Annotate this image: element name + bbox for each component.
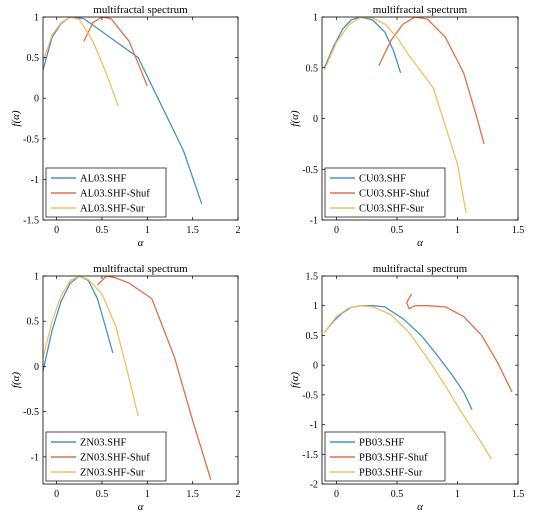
legend: PB03.SHF PB03.SHF-Shuf PB03.SHF-Sur <box>324 431 446 482</box>
y-tick-label: 0 <box>34 94 39 105</box>
y-tick-label: 0 <box>313 114 318 125</box>
legend-entry: PB03.SHF-Shuf <box>359 453 428 464</box>
x-tick-label: 1 <box>455 489 460 500</box>
legend-entry: AL03.SHF-Sur <box>80 204 145 215</box>
x-tick-label: 0 <box>334 489 339 500</box>
legend-entry: CU03.SHF-Shuf <box>359 189 430 200</box>
legend: AL03.SHF AL03.SHF-Shuf AL03.SHF-Sur <box>45 167 167 218</box>
y-tick-label: -0.5 <box>302 390 318 401</box>
x-tick-label: 0.5 <box>96 489 109 500</box>
y-tick-label: -1 <box>31 452 39 463</box>
y-tick-label: 0.5 <box>306 63 319 74</box>
series-line-1 <box>323 17 402 73</box>
series-line-3 <box>323 305 492 460</box>
chart-panel-4: multifractal spectrum 0 0.5 1 1.5 -2 -1.5 -1 -0.… <box>289 263 524 512</box>
y-tick-label: 1 <box>313 13 318 24</box>
x-tick-label: 1 <box>145 225 150 236</box>
x-axis-label: α <box>417 237 423 249</box>
y-tick-label: -1 <box>31 175 39 186</box>
series-line-3 <box>323 17 467 214</box>
x-tick-label: 2 <box>236 489 241 500</box>
y-tick-label: 0.5 <box>27 53 40 64</box>
y-tick-label: 0.5 <box>306 331 319 342</box>
legend-entry: AL03.SHF <box>80 174 127 185</box>
y-tick-label: -1.5 <box>302 450 318 461</box>
legend-entry: ZN03.SHF <box>80 438 127 449</box>
y-tick-label: -0.5 <box>302 165 318 176</box>
legend-entry: PB03.SHF <box>359 438 404 449</box>
x-tick-label: 2 <box>236 225 241 236</box>
x-tick-label: 0 <box>54 489 59 500</box>
chart-panel-2: multifractal spectrum 0 0.5 1 1.5 -1 -0.5 0 0.5 1… <box>289 4 524 249</box>
series-line-2 <box>378 17 485 145</box>
y-axis-label: f(α) <box>289 110 301 126</box>
x-tick-label: 1.5 <box>186 225 199 236</box>
x-axis-label: α <box>138 501 144 512</box>
series-line-2 <box>406 293 513 393</box>
chart-title: multifractal spectrum <box>373 263 468 275</box>
x-tick-label: 1 <box>145 489 150 500</box>
legend-entry: PB03.SHF-Sur <box>359 468 423 479</box>
x-tick-label: 0.5 <box>391 225 404 236</box>
y-tick-label: -1 <box>310 420 318 431</box>
x-tick-label: 0.5 <box>96 225 109 236</box>
series-line-2 <box>83 17 148 87</box>
series-line-1 <box>43 17 203 205</box>
y-tick-label: 1 <box>34 13 39 24</box>
y-tick-label: -0.5 <box>23 407 39 418</box>
y-tick-label: -1 <box>310 216 318 227</box>
legend-entry: ZN03.SHF-Sur <box>80 468 145 479</box>
x-tick-label: 1.5 <box>512 225 525 236</box>
legend: ZN03.SHF ZN03.SHF-Shuf ZN03.SHF-Sur <box>45 431 167 482</box>
x-tick-label: 1.5 <box>512 489 525 500</box>
x-tick-label: 0 <box>54 225 59 236</box>
y-tick-label: 0.5 <box>27 317 40 328</box>
series-line-3 <box>43 276 139 417</box>
y-tick-label: 0 <box>34 362 39 373</box>
legend-entry: CU03.SHF <box>359 174 406 185</box>
x-axis-label: α <box>417 501 423 512</box>
y-tick-label: 1 <box>34 272 39 283</box>
x-tick-label: 1 <box>455 225 460 236</box>
y-tick-label: -0.5 <box>23 134 39 145</box>
legend: CU03.SHF CU03.SHF-Shuf CU03.SHF-Sur <box>324 167 446 218</box>
x-axis-label: α <box>138 237 144 249</box>
legend-entry: CU03.SHF-Sur <box>359 204 425 215</box>
legend-entry: ZN03.SHF-Shuf <box>80 453 150 464</box>
x-tick-label: 1.5 <box>186 489 199 500</box>
x-tick-label: 0 <box>334 225 339 236</box>
x-tick-label: 0.5 <box>391 489 404 500</box>
chart-title: multifractal spectrum <box>93 263 188 275</box>
chart-panel-3: multifractal spectrum 0 0.5 1 1.5 2 -1 -0.5 0 0.5… <box>10 263 241 512</box>
y-tick-label: 0 <box>313 361 318 372</box>
series-line-3 <box>43 17 119 107</box>
y-axis-label: f(α) <box>10 110 22 126</box>
chart-panel-1: multifractal spectrum 0 0.5 1 1.5 2 -1.5 -1 -0.5… <box>10 4 241 249</box>
chart-title: multifractal spectrum <box>373 4 468 16</box>
chart-title: multifractal spectrum <box>93 4 188 16</box>
plot-frame <box>321 275 519 485</box>
y-tick-label: 1 <box>313 301 318 312</box>
y-tick-label: -2 <box>310 480 318 491</box>
y-tick-label: -1.5 <box>23 216 39 227</box>
y-tick-label: 1.5 <box>306 272 319 283</box>
legend-entry: AL03.SHF-Shuf <box>80 189 150 200</box>
series-line-1 <box>43 276 114 372</box>
plot-frame <box>42 275 239 485</box>
y-axis-label: f(α) <box>289 372 301 388</box>
y-axis-label: f(α) <box>10 372 22 388</box>
plot-frame <box>42 16 239 221</box>
